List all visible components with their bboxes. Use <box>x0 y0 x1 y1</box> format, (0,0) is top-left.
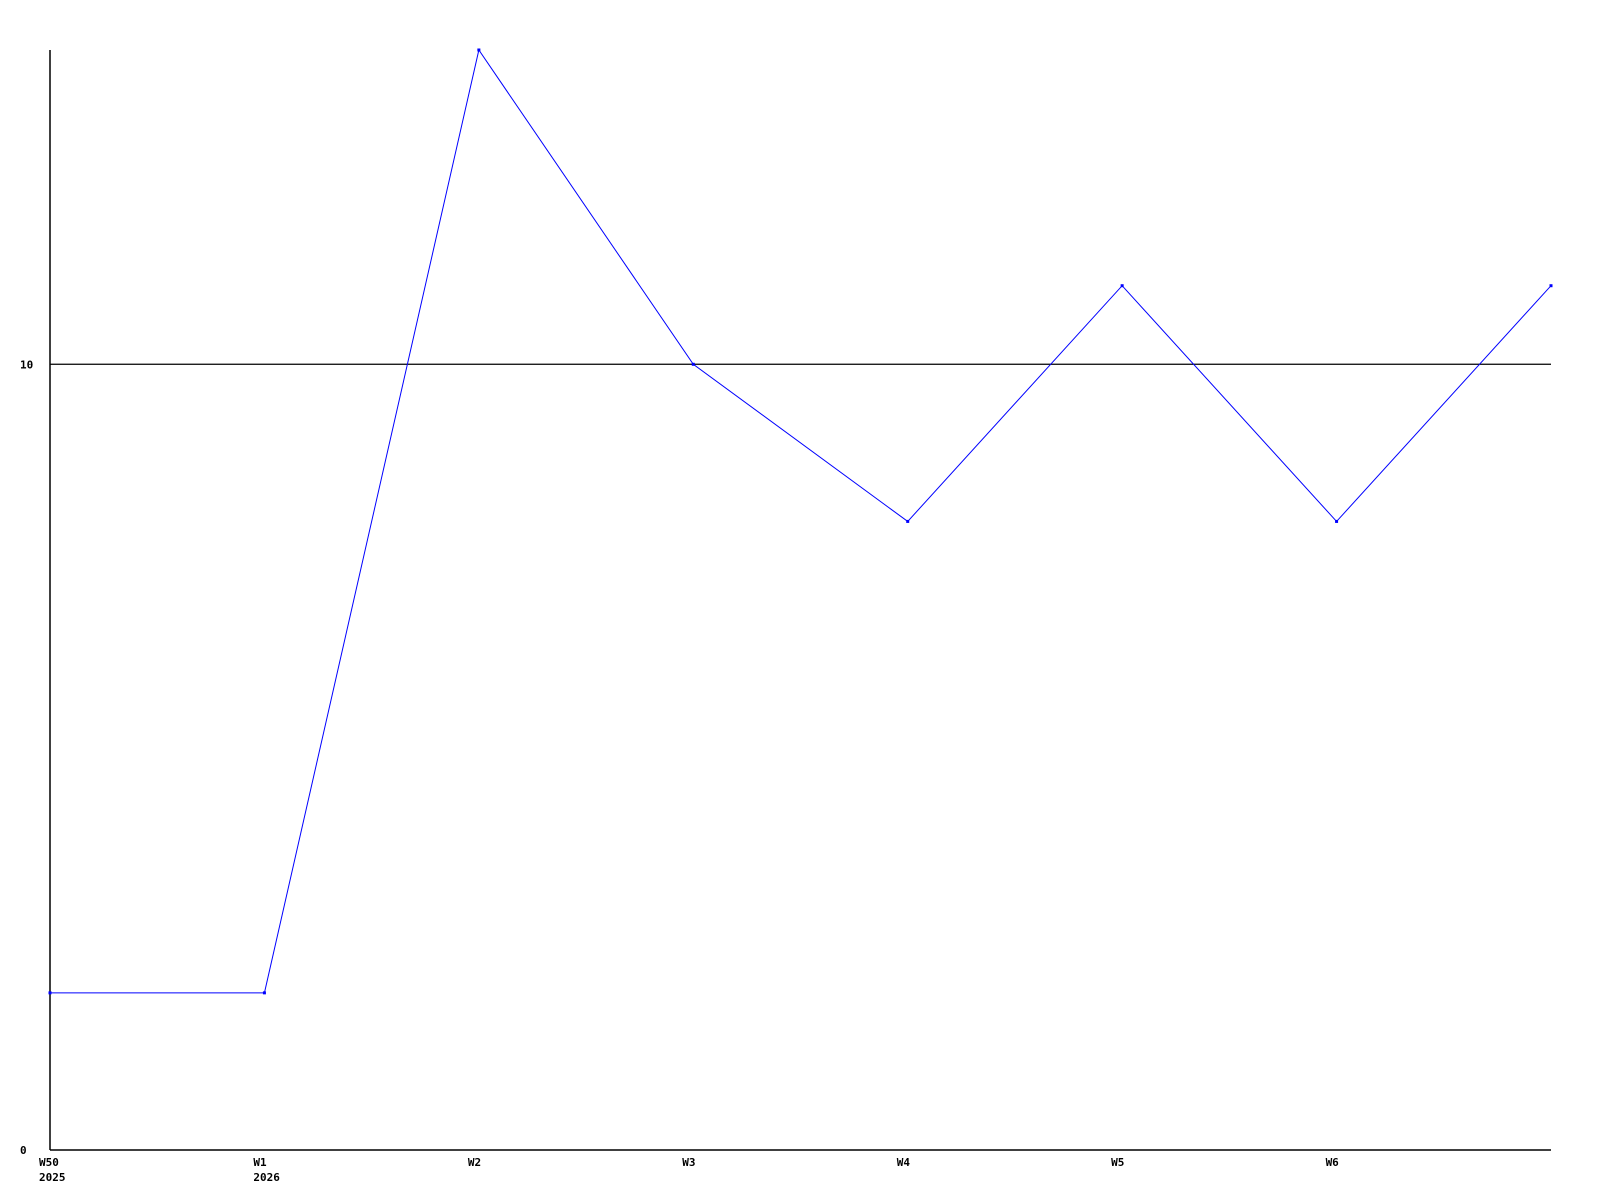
x-tick-label: W4 <box>897 1156 911 1169</box>
data-point <box>262 991 266 995</box>
x-tick-label: W1 <box>253 1156 267 1169</box>
y-tick-label: 0 <box>20 1144 27 1157</box>
data-point <box>1549 284 1553 288</box>
x-tick-label: W2 <box>468 1156 481 1169</box>
x-tick-label: W5 <box>1111 1156 1124 1169</box>
data-point <box>1335 519 1339 523</box>
data-point <box>1120 284 1124 288</box>
data-point <box>48 991 52 995</box>
y-tick-label: 10 <box>20 358 33 371</box>
x-tick-year-label: 2026 <box>253 1171 280 1184</box>
x-tick-label: W6 <box>1326 1156 1340 1169</box>
x-tick-year-label: 2025 <box>39 1171 66 1184</box>
data-point <box>691 362 695 366</box>
data-point <box>477 48 481 52</box>
series-line <box>50 48 1552 994</box>
x-tick-label: W50 <box>39 1156 59 1169</box>
data-point <box>906 519 910 523</box>
x-tick-label: W3 <box>682 1156 695 1169</box>
